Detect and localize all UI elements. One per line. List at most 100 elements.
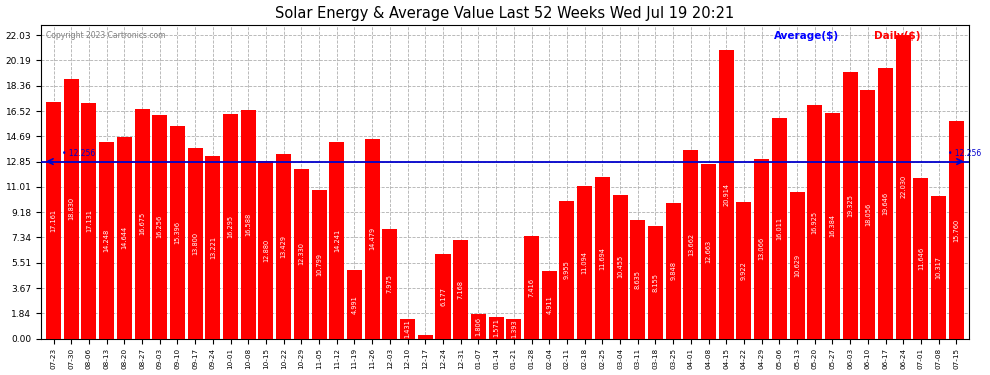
Bar bbox=[258, 161, 273, 339]
Text: 11.646: 11.646 bbox=[918, 247, 924, 270]
Text: • 12.256: • 12.256 bbox=[62, 149, 96, 158]
Text: 10.799: 10.799 bbox=[316, 253, 322, 276]
Bar bbox=[948, 122, 964, 339]
Text: 11.094: 11.094 bbox=[581, 251, 588, 274]
Text: 12.330: 12.330 bbox=[298, 242, 304, 265]
Text: Average($): Average($) bbox=[774, 31, 840, 41]
Bar bbox=[595, 177, 610, 339]
Text: 9.848: 9.848 bbox=[670, 261, 676, 280]
Bar bbox=[46, 102, 61, 339]
Text: 7.168: 7.168 bbox=[457, 280, 463, 299]
Text: 19.646: 19.646 bbox=[882, 192, 889, 215]
Bar bbox=[878, 68, 893, 339]
Bar bbox=[489, 317, 504, 339]
Bar bbox=[896, 35, 911, 339]
Bar bbox=[241, 110, 255, 339]
Bar bbox=[436, 254, 450, 339]
Bar bbox=[914, 178, 929, 339]
Text: 1.431: 1.431 bbox=[405, 320, 411, 338]
Bar bbox=[860, 90, 875, 339]
Text: 8.635: 8.635 bbox=[635, 270, 641, 289]
Bar bbox=[559, 201, 574, 339]
Text: 13.662: 13.662 bbox=[688, 233, 694, 256]
Bar bbox=[418, 335, 433, 339]
Text: 9.922: 9.922 bbox=[741, 261, 746, 280]
Text: 16.256: 16.256 bbox=[156, 215, 162, 238]
Text: 22.030: 22.030 bbox=[900, 175, 906, 198]
Bar bbox=[790, 192, 805, 339]
Bar bbox=[524, 236, 539, 339]
Bar bbox=[842, 72, 857, 339]
Bar bbox=[631, 220, 645, 339]
Text: 7.975: 7.975 bbox=[387, 274, 393, 293]
Title: Solar Energy & Average Value Last 52 Weeks Wed Jul 19 20:21: Solar Energy & Average Value Last 52 Wee… bbox=[275, 6, 735, 21]
Bar bbox=[932, 196, 946, 339]
Text: 1.571: 1.571 bbox=[493, 318, 499, 337]
Bar bbox=[188, 148, 203, 339]
Text: 15.760: 15.760 bbox=[953, 218, 959, 242]
Text: 15.396: 15.396 bbox=[174, 221, 180, 244]
Bar bbox=[772, 118, 787, 339]
Text: Daily($): Daily($) bbox=[874, 31, 921, 41]
Text: 11.694: 11.694 bbox=[599, 246, 605, 270]
Bar bbox=[63, 79, 79, 339]
Text: 18.830: 18.830 bbox=[68, 197, 74, 220]
Text: 10.317: 10.317 bbox=[936, 256, 941, 279]
Bar bbox=[152, 115, 167, 339]
Bar bbox=[542, 271, 556, 339]
Bar bbox=[170, 126, 185, 339]
Text: 1.806: 1.806 bbox=[475, 316, 481, 336]
Bar bbox=[223, 114, 238, 339]
Text: 10.455: 10.455 bbox=[617, 255, 623, 278]
Text: 17.131: 17.131 bbox=[86, 209, 92, 232]
Text: 4.911: 4.911 bbox=[546, 296, 552, 314]
Text: 16.384: 16.384 bbox=[830, 214, 836, 237]
Bar bbox=[719, 51, 734, 339]
Bar bbox=[665, 203, 681, 339]
Bar bbox=[346, 270, 362, 339]
Bar bbox=[330, 142, 345, 339]
Text: 16.675: 16.675 bbox=[139, 212, 146, 236]
Text: 13.800: 13.800 bbox=[192, 232, 198, 255]
Text: 12.880: 12.880 bbox=[263, 238, 269, 261]
Text: 6.177: 6.177 bbox=[440, 286, 446, 306]
Bar bbox=[471, 314, 486, 339]
Text: 13.429: 13.429 bbox=[281, 235, 287, 258]
Text: 7.416: 7.416 bbox=[529, 278, 535, 297]
Text: 14.241: 14.241 bbox=[334, 229, 340, 252]
Text: 14.479: 14.479 bbox=[369, 227, 375, 251]
Bar bbox=[737, 202, 751, 339]
Bar bbox=[205, 156, 221, 339]
Text: 13.066: 13.066 bbox=[758, 237, 764, 260]
Bar bbox=[683, 150, 698, 339]
Text: 16.925: 16.925 bbox=[812, 210, 818, 234]
Bar bbox=[577, 186, 592, 339]
Text: 14.248: 14.248 bbox=[104, 229, 110, 252]
Text: 16.295: 16.295 bbox=[228, 215, 234, 238]
Bar bbox=[312, 190, 327, 339]
Text: 13.221: 13.221 bbox=[210, 236, 216, 259]
Text: 8.155: 8.155 bbox=[652, 273, 658, 292]
Bar bbox=[99, 142, 114, 339]
Bar bbox=[364, 139, 380, 339]
Bar bbox=[294, 169, 309, 339]
Bar bbox=[807, 105, 823, 339]
Bar bbox=[276, 154, 291, 339]
Text: 4.991: 4.991 bbox=[351, 295, 357, 314]
Bar bbox=[701, 164, 716, 339]
Bar bbox=[81, 103, 96, 339]
Text: 18.056: 18.056 bbox=[865, 202, 871, 226]
Text: 17.161: 17.161 bbox=[50, 209, 56, 232]
Text: 10.629: 10.629 bbox=[794, 254, 800, 277]
Text: 16.588: 16.588 bbox=[246, 213, 251, 236]
Text: 16.011: 16.011 bbox=[776, 217, 782, 240]
Text: 9.955: 9.955 bbox=[564, 261, 570, 279]
Bar bbox=[647, 226, 663, 339]
Bar bbox=[506, 320, 522, 339]
Text: • 12.256: • 12.256 bbox=[947, 149, 981, 158]
Bar bbox=[754, 159, 769, 339]
Bar bbox=[117, 137, 132, 339]
Text: 12.663: 12.663 bbox=[706, 240, 712, 263]
Bar bbox=[453, 240, 468, 339]
Bar bbox=[400, 319, 415, 339]
